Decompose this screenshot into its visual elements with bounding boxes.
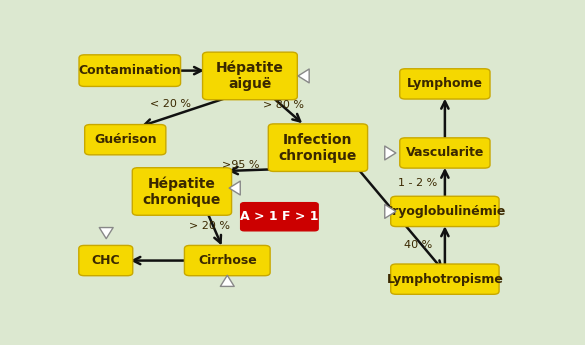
Text: Lymphotropisme: Lymphotropisme <box>387 273 503 286</box>
Text: 1 - 2 %: 1 - 2 % <box>398 178 438 188</box>
Text: Vascularite: Vascularite <box>406 147 484 159</box>
FancyBboxPatch shape <box>269 124 367 171</box>
FancyArrowPatch shape <box>385 146 396 160</box>
FancyBboxPatch shape <box>79 245 133 276</box>
FancyBboxPatch shape <box>391 196 499 227</box>
Text: Cryoglobulinémie: Cryoglobulinémie <box>384 205 506 218</box>
Text: 40 %: 40 % <box>404 240 432 250</box>
Text: Hépatite
chronique: Hépatite chronique <box>143 176 221 207</box>
Text: Hépatite
aiguë: Hépatite aiguë <box>216 61 284 91</box>
FancyBboxPatch shape <box>184 245 270 276</box>
FancyArrowPatch shape <box>99 228 113 239</box>
FancyArrowPatch shape <box>229 181 240 195</box>
FancyBboxPatch shape <box>132 168 232 215</box>
Text: Guérison: Guérison <box>94 133 157 146</box>
Text: < 20 %: < 20 % <box>150 99 191 109</box>
FancyArrowPatch shape <box>298 69 309 83</box>
FancyBboxPatch shape <box>391 264 499 294</box>
FancyArrowPatch shape <box>385 205 396 218</box>
Text: Contamination: Contamination <box>78 64 181 77</box>
FancyBboxPatch shape <box>400 69 490 99</box>
FancyBboxPatch shape <box>400 138 490 168</box>
FancyArrowPatch shape <box>221 275 234 286</box>
FancyBboxPatch shape <box>240 203 318 231</box>
FancyBboxPatch shape <box>85 125 166 155</box>
Text: A > 1 F > 1: A > 1 F > 1 <box>240 210 319 223</box>
Text: Infection
chronique: Infection chronique <box>279 132 357 163</box>
FancyBboxPatch shape <box>202 52 297 100</box>
Text: > 80 %: > 80 % <box>263 100 304 110</box>
Text: Cirrhose: Cirrhose <box>198 254 257 267</box>
Text: Lymphome: Lymphome <box>407 77 483 90</box>
Text: >95 %: >95 % <box>222 160 260 170</box>
Text: CHC: CHC <box>91 254 120 267</box>
Text: > 20 %: > 20 % <box>188 221 230 231</box>
FancyBboxPatch shape <box>79 55 181 87</box>
